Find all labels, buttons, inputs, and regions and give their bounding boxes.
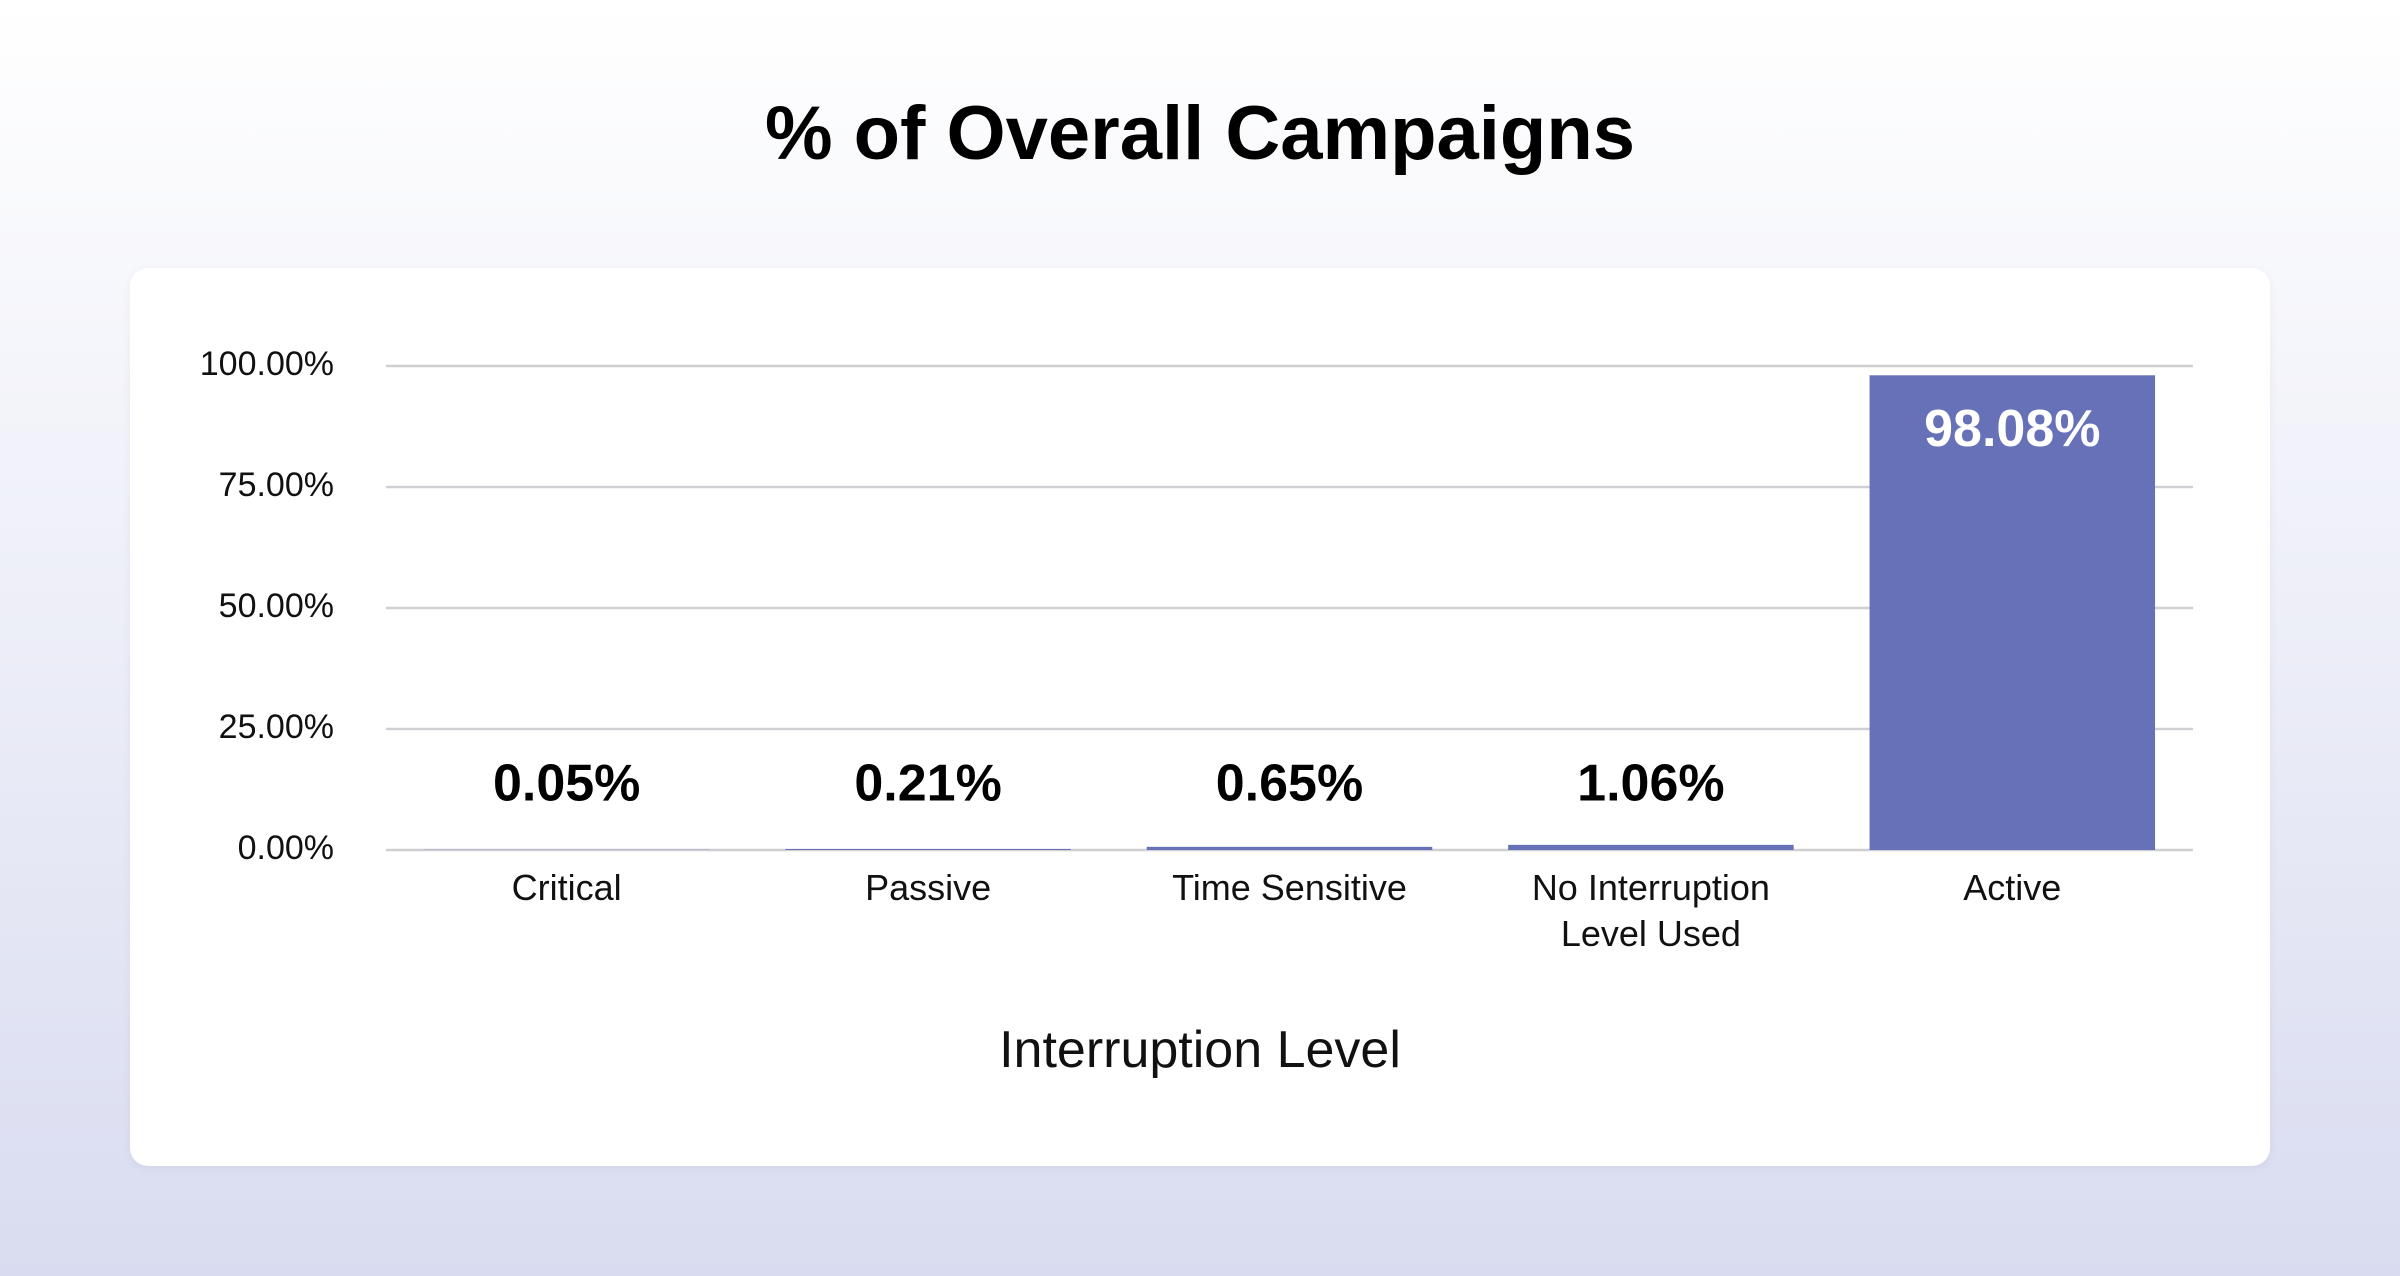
y-tick-label: 75.00%	[219, 466, 334, 504]
x-tick-label: Passive	[865, 867, 992, 908]
value-label: 0.05%	[493, 755, 640, 813]
y-tick-label: 50.00%	[219, 587, 334, 625]
x-tick-label: No Interruption Level Used	[1531, 867, 1770, 954]
y-tick-label: 25.00%	[219, 708, 334, 746]
x-tick-label: Critical	[511, 867, 622, 908]
bar	[1508, 844, 1794, 850]
value-label: 1.06%	[1577, 755, 1724, 813]
bar	[1146, 846, 1433, 850]
value-label: 0.65%	[1216, 755, 1363, 813]
y-tick-label: 100.00%	[200, 345, 334, 383]
y-tick-label: 0.00%	[238, 829, 334, 867]
bar	[785, 848, 1071, 850]
x-tick-label: Time Sensitive	[1172, 867, 1407, 908]
x-tick-label: Active	[1963, 867, 2062, 908]
value-label: 98.08%	[1924, 400, 2100, 458]
x-axis-title: Interruption Level	[999, 1021, 1401, 1079]
bar	[1869, 375, 2156, 850]
chart-title: % of Overall Campaigns	[764, 91, 1636, 176]
value-label: 0.21%	[854, 755, 1001, 813]
